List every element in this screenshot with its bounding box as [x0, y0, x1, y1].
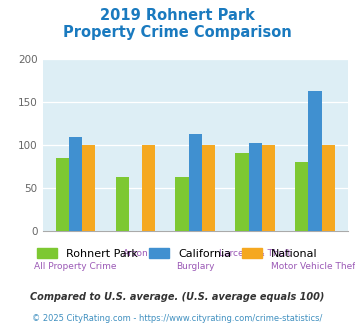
Bar [308, 91, 322, 231]
Text: Larceny & Theft: Larceny & Theft [219, 249, 291, 258]
Bar [295, 161, 308, 231]
Bar [189, 134, 202, 231]
Legend: Rohnert Park, California, National: Rohnert Park, California, National [33, 244, 322, 263]
Bar [322, 145, 335, 231]
Bar [69, 137, 82, 231]
Text: Property Crime Comparison: Property Crime Comparison [63, 25, 292, 40]
Text: Arson: Arson [122, 249, 148, 258]
Text: Compared to U.S. average. (U.S. average equals 100): Compared to U.S. average. (U.S. average … [30, 292, 325, 302]
Text: All Property Crime: All Property Crime [34, 262, 117, 271]
Bar [82, 145, 95, 231]
Bar [142, 145, 155, 231]
Text: Motor Vehicle Theft: Motor Vehicle Theft [271, 262, 355, 271]
Bar [56, 158, 69, 231]
Bar [248, 143, 262, 231]
Bar [262, 145, 275, 231]
Text: 2019 Rohnert Park: 2019 Rohnert Park [100, 8, 255, 23]
Bar [175, 177, 189, 231]
Bar [116, 177, 129, 231]
Bar [202, 145, 215, 231]
Text: Burglary: Burglary [176, 262, 214, 271]
Bar [235, 153, 248, 231]
Text: © 2025 CityRating.com - https://www.cityrating.com/crime-statistics/: © 2025 CityRating.com - https://www.city… [32, 314, 323, 323]
